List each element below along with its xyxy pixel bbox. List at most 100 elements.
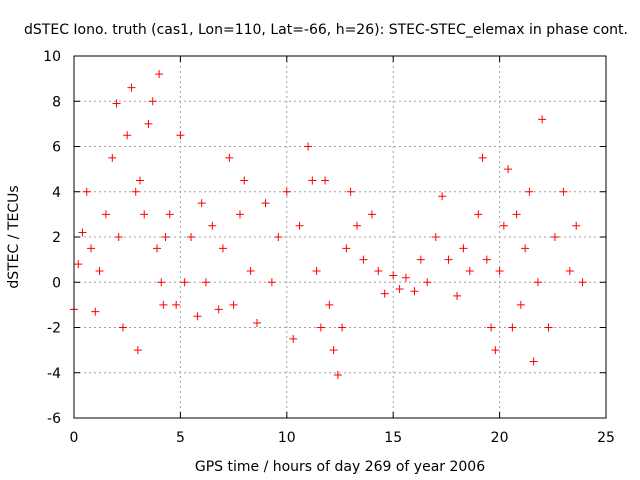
data-point [87,244,96,253]
data-point [225,153,234,162]
data-points [70,70,587,380]
data-point [482,255,491,264]
x-tick-labels: 0 5 10 15 20 25 [70,430,615,446]
data-point [401,273,410,282]
data-point [108,153,117,162]
data-point [78,228,87,237]
data-point [82,187,91,196]
y-tick-label: -2 [47,321,61,337]
y-tick-label: -4 [47,366,61,382]
y-axis-title: dSTEC / TECUs [6,185,22,288]
data-point [444,255,453,264]
data-point [123,131,132,140]
data-point [308,176,317,185]
data-point [410,287,419,296]
data-point [533,278,542,287]
data-point [525,187,534,196]
data-point [165,210,174,219]
data-point [321,176,330,185]
data-point [131,187,140,196]
data-point [101,210,110,219]
data-point [201,278,210,287]
data-point [431,233,440,241]
data-point [453,291,462,300]
data-point [140,210,149,219]
data-point [155,70,164,79]
x-tick-label: 0 [70,430,79,446]
x-tick-label: 10 [278,430,296,446]
data-point [499,221,508,230]
data-point [423,278,432,287]
data-point [91,307,100,316]
data-point [572,221,581,230]
y-tick-label: 0 [52,275,61,291]
data-point [312,266,321,275]
data-point [521,244,530,253]
y-tick-labels: -6 -4 -2 0 2 4 6 8 10 [43,49,61,427]
data-point [529,357,538,366]
data-point [240,176,249,185]
data-point [261,199,270,208]
axis-ticks [73,55,607,419]
data-point [346,187,355,196]
data-point [246,266,255,275]
data-point [508,323,517,332]
y-tick-label: 6 [52,140,61,156]
data-point [176,131,185,140]
data-point [516,300,525,309]
x-tick-label: 20 [491,430,509,446]
data-point [459,244,468,253]
chart-title: dSTEC Iono. truth (cas1, Lon=110, Lat=-6… [24,22,628,38]
data-point [559,187,568,196]
data-point [172,300,181,309]
data-point [416,255,425,264]
data-point [282,187,291,196]
data-point [538,115,547,124]
data-point [544,323,553,332]
data-point [374,266,383,275]
data-point [274,233,283,241]
data-point [208,221,217,230]
data-point [565,266,574,275]
data-point [380,289,389,298]
data-point [316,323,325,332]
y-tick-label: -6 [47,411,61,427]
data-point [253,318,262,327]
data-point [95,266,104,275]
data-point [180,278,189,287]
data-point [74,260,83,269]
data-point [304,142,313,151]
data-point [235,210,244,219]
data-point [187,233,196,241]
data-point [550,233,559,241]
data-point [267,278,276,287]
grid [74,56,606,418]
data-point [325,300,334,309]
data-point [478,153,487,162]
data-point [135,176,144,185]
data-point [495,266,504,275]
data-point [504,165,513,174]
data-point [329,346,338,355]
data-point [465,266,474,275]
data-point [161,233,170,241]
data-point [148,97,157,106]
data-point [118,323,127,332]
data-point [395,285,404,294]
data-point [295,221,304,230]
data-point [152,244,161,253]
x-tick-label: 15 [384,430,402,446]
data-point [214,305,223,314]
x-axis-title: GPS time / hours of day 269 of year 2006 [195,459,485,475]
data-point [338,323,347,332]
y-tick-label: 2 [52,230,61,246]
x-tick-label: 5 [176,430,185,446]
y-tick-label: 4 [52,185,61,201]
data-point [289,334,298,343]
data-point [578,278,587,287]
data-point [333,371,342,380]
data-point [389,271,398,280]
data-point [491,346,500,355]
data-point [367,210,376,219]
data-point [512,210,521,219]
